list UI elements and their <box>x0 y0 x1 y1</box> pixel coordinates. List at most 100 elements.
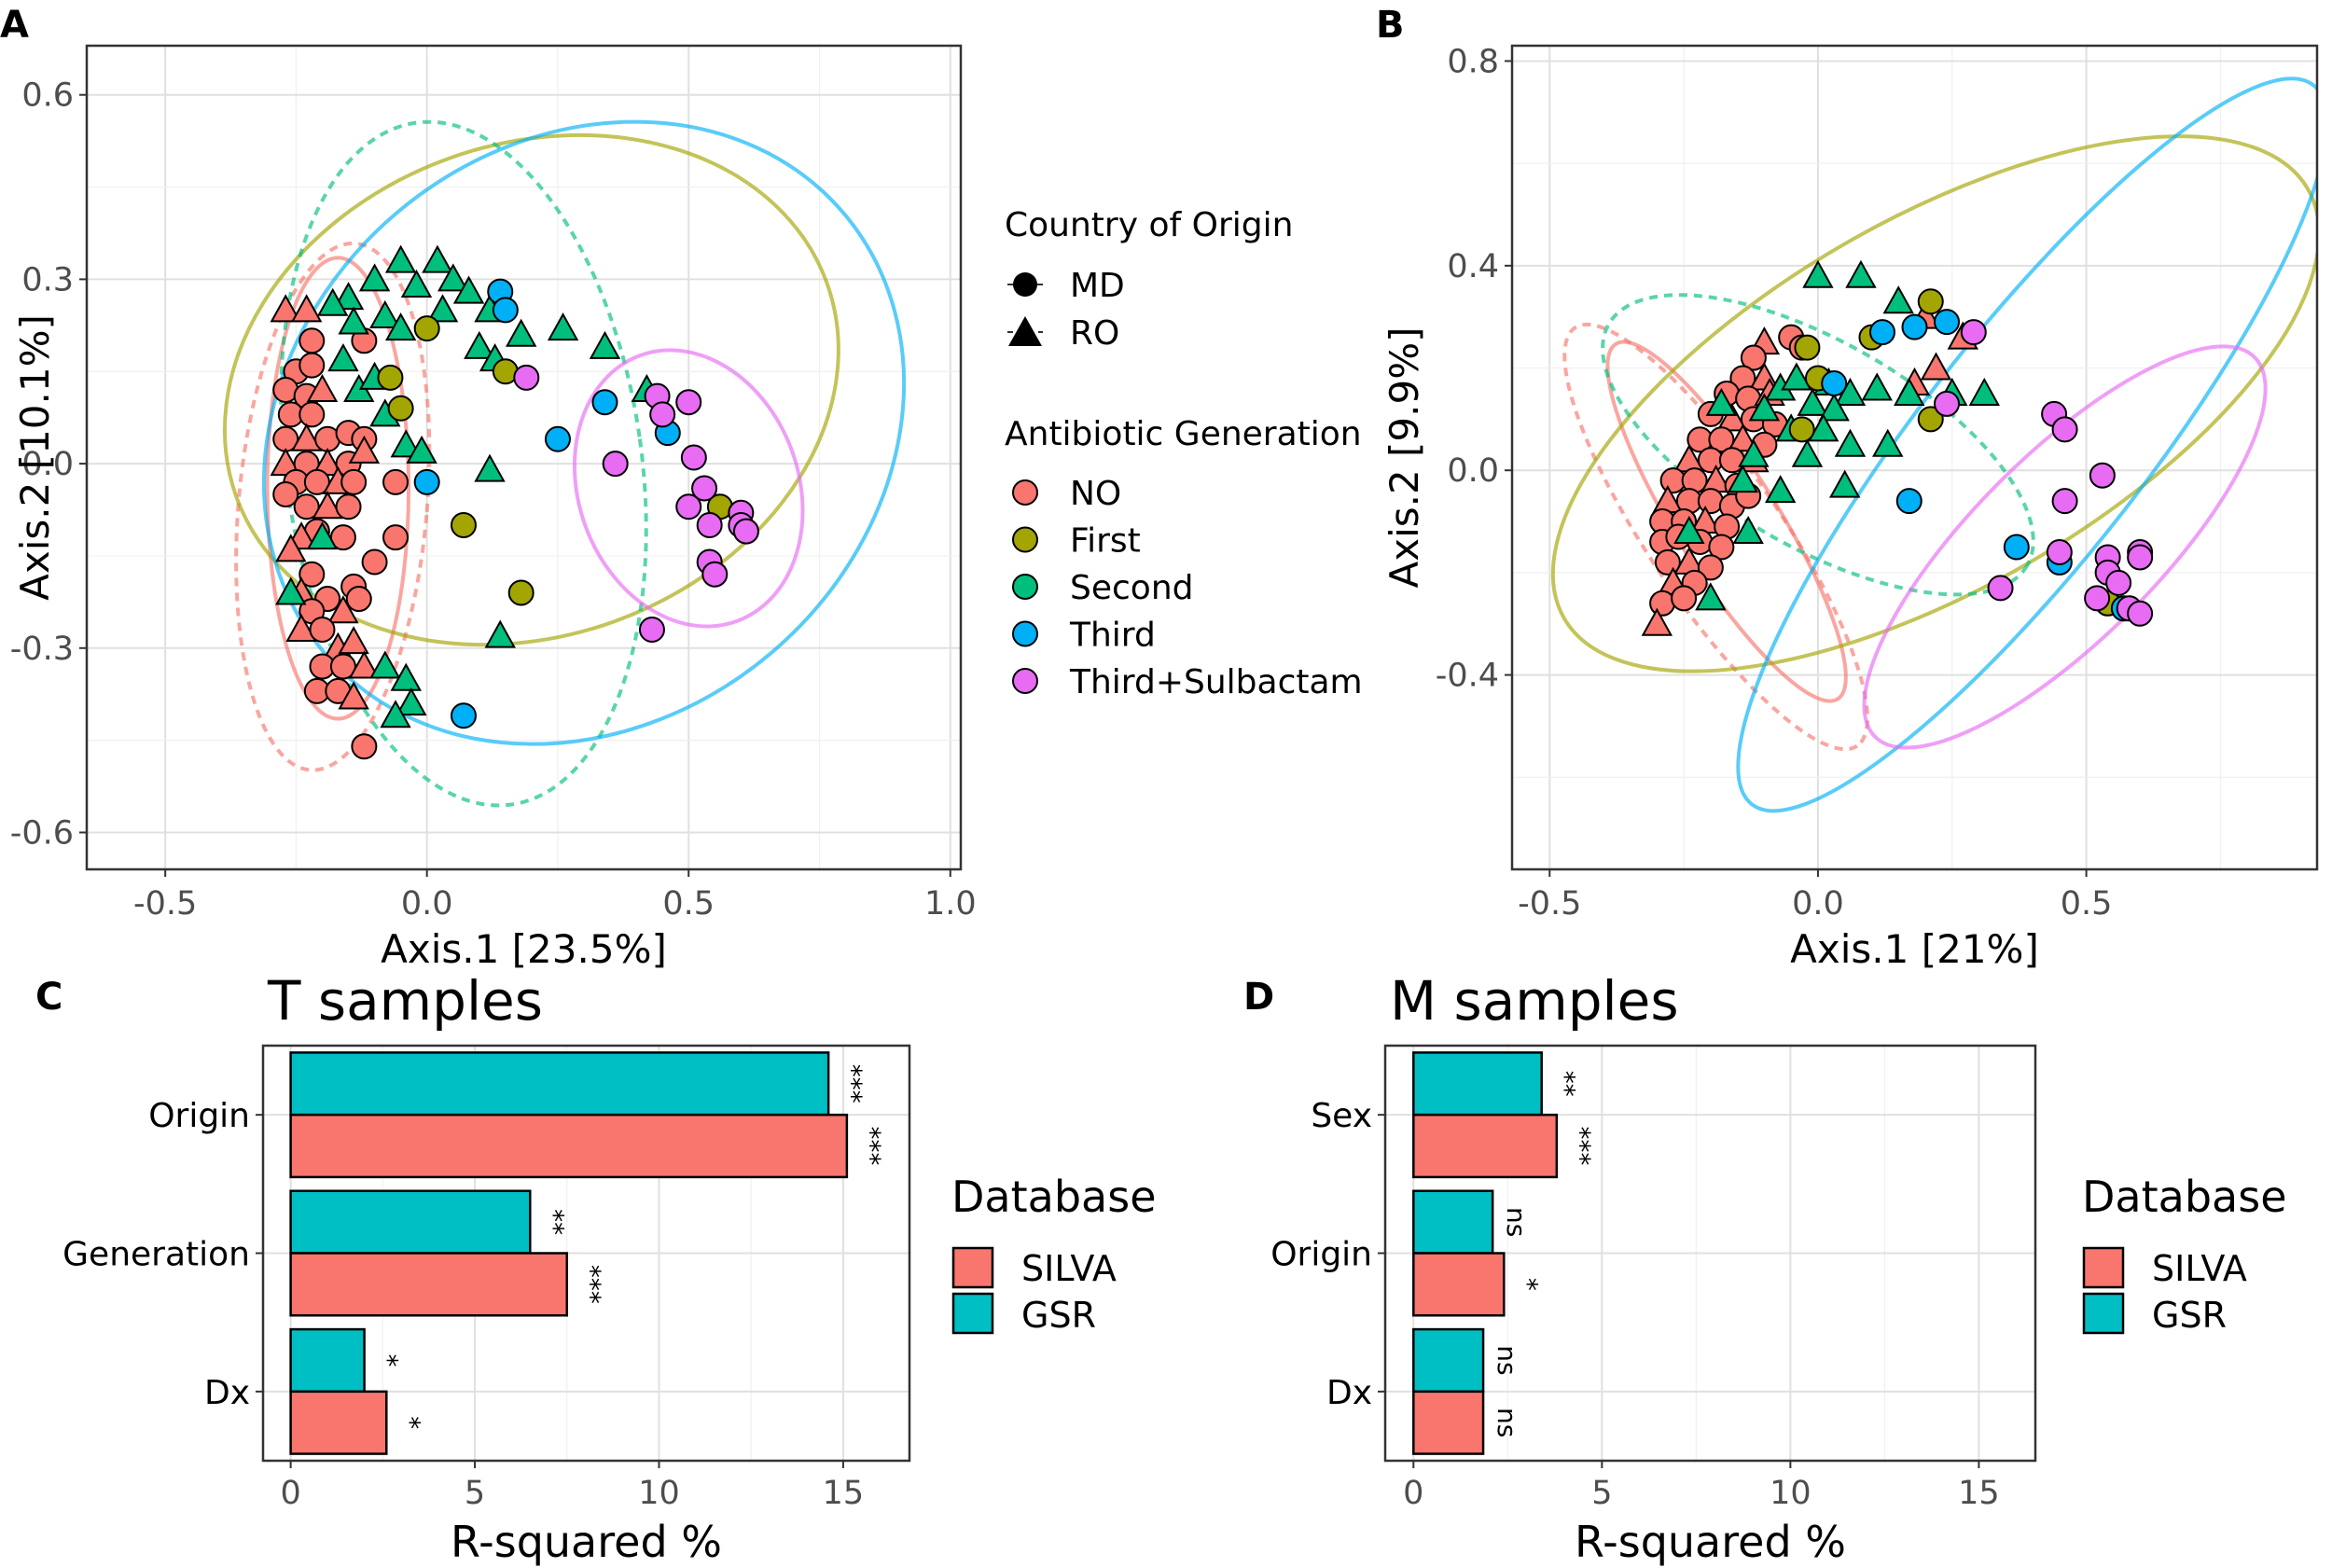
bar-silva <box>1412 1252 1506 1317</box>
point-triangle <box>369 650 401 679</box>
point-triangle <box>369 299 401 328</box>
point-circle <box>696 511 723 538</box>
point-triangle <box>1872 428 1904 457</box>
y-tick-label: -0.4 <box>1436 658 1499 695</box>
plot-frame <box>1510 44 2319 871</box>
bar-gsr <box>289 1327 366 1394</box>
x-tick-label: 0.5 <box>2061 885 2113 923</box>
point-triangle <box>589 330 621 359</box>
point-triangle <box>1727 465 1759 493</box>
x-tick-label: 10 <box>638 1475 680 1512</box>
point-triangle <box>358 263 391 292</box>
legend-circle-icon <box>1012 526 1038 553</box>
point-triangle <box>275 576 307 605</box>
x-axis-title: Axis.1 [21%] <box>1790 926 2039 972</box>
point-circle <box>413 468 440 495</box>
legend-swatch-silva <box>951 1246 994 1289</box>
point-triangle <box>1861 372 1893 401</box>
y-tick-label: 0.8 <box>1447 43 1499 80</box>
point-triangle <box>317 287 349 316</box>
point-triangle <box>338 626 369 655</box>
significance-label: *** <box>576 1265 606 1304</box>
point-triangle <box>1705 387 1738 416</box>
point-circle <box>2127 600 2154 627</box>
point-circle <box>675 389 702 416</box>
plot-frame <box>85 44 963 871</box>
ellipse-third-sulbactam-md <box>572 348 805 629</box>
panel-c-bar: ******Origin*****Generation**Dx0 5 10 15R-s… <box>62 969 911 1567</box>
point-triangle <box>1641 607 1673 636</box>
point-triangle <box>290 294 323 323</box>
x-tick-label: 5 <box>1591 1475 1612 1512</box>
point-circle <box>298 401 326 428</box>
point-triangle <box>275 534 307 562</box>
point-triangle <box>1845 259 1877 288</box>
point-triangle <box>327 343 359 372</box>
x-tick-label: 0.0 <box>1792 885 1844 923</box>
bar-silva <box>289 1252 569 1317</box>
point-circle <box>2046 538 2073 565</box>
point-triangle <box>1829 469 1861 498</box>
point-circle <box>1934 390 1961 417</box>
point-circle <box>1788 416 1815 443</box>
point-circle <box>382 468 409 495</box>
point-circle <box>413 315 440 342</box>
point-circle <box>2089 462 2116 489</box>
point-triangle <box>306 521 339 550</box>
point-triangle <box>384 244 417 273</box>
bar-gsr <box>289 1189 532 1255</box>
point-circle <box>272 481 299 508</box>
chart-title: M samples <box>1390 969 1679 1033</box>
database-legend-c: Database SILVA GSR <box>951 1172 1157 1336</box>
category-label: Generation <box>62 1236 250 1274</box>
point-triangle <box>306 373 339 403</box>
x-tick-label: 0.5 <box>662 885 715 923</box>
point-circle <box>492 297 519 324</box>
legend-database-title: Database <box>2082 1172 2287 1222</box>
y-axis-title: Axis.2 [10.1%] <box>12 314 58 601</box>
point-circle <box>1708 534 1735 561</box>
ellipse-no-ro <box>234 241 432 772</box>
panel-a-scatter: -0.5 0.0 0.5 1.0 -0.6 -0.3 0.0 0.3 0.6 Axis.1 [23… <box>10 44 977 972</box>
point-circle <box>298 561 326 588</box>
point-circle <box>638 617 665 644</box>
point-triangle <box>1807 413 1839 442</box>
x-tick-label: 15 <box>823 1475 865 1512</box>
legend-generation-item: Third+Sulbactam <box>1012 663 1363 701</box>
point-circle <box>1649 590 1676 617</box>
point-circle <box>1917 406 1944 433</box>
point-circle <box>361 548 388 576</box>
point-triangle <box>285 613 317 643</box>
point-triangle <box>426 294 459 323</box>
point-circle <box>1697 488 1724 515</box>
point-triangle <box>400 269 433 298</box>
point-triangle <box>380 700 411 728</box>
x-axis-title: R-squared % <box>1575 1517 1846 1567</box>
point-triangle <box>270 294 301 323</box>
point-circle <box>2127 544 2154 571</box>
category-label: Sex <box>1311 1097 1372 1135</box>
point-triangle <box>474 453 506 482</box>
point-circle <box>309 617 336 644</box>
panel-label-c: C <box>35 976 62 1019</box>
point-triangle <box>1727 423 1759 452</box>
y-tick-label: 0.0 <box>21 446 74 483</box>
legend-origin-ro: RO <box>1007 314 1119 353</box>
point-triangle <box>290 423 323 451</box>
x-tick-label: -0.5 <box>1518 885 1581 923</box>
point-triangle <box>505 318 537 347</box>
point-triangle <box>484 619 516 648</box>
x-tick-label: 0.0 <box>401 885 453 923</box>
y-axis-title: Axis.2 [9.9%] <box>1381 326 1427 588</box>
significance-label: *** <box>837 1064 868 1103</box>
point-circle <box>1917 288 1944 315</box>
point-circle <box>387 395 414 422</box>
plot-frame <box>1383 1044 2037 1463</box>
point-circle <box>450 702 477 729</box>
category-label: Origin <box>1270 1236 1372 1274</box>
bar-silva <box>1412 1113 1559 1179</box>
panel-label-a: A <box>0 4 29 47</box>
point-triangle <box>422 244 453 273</box>
legend-circle-icon <box>1013 272 1037 297</box>
point-circle <box>2084 585 2111 612</box>
